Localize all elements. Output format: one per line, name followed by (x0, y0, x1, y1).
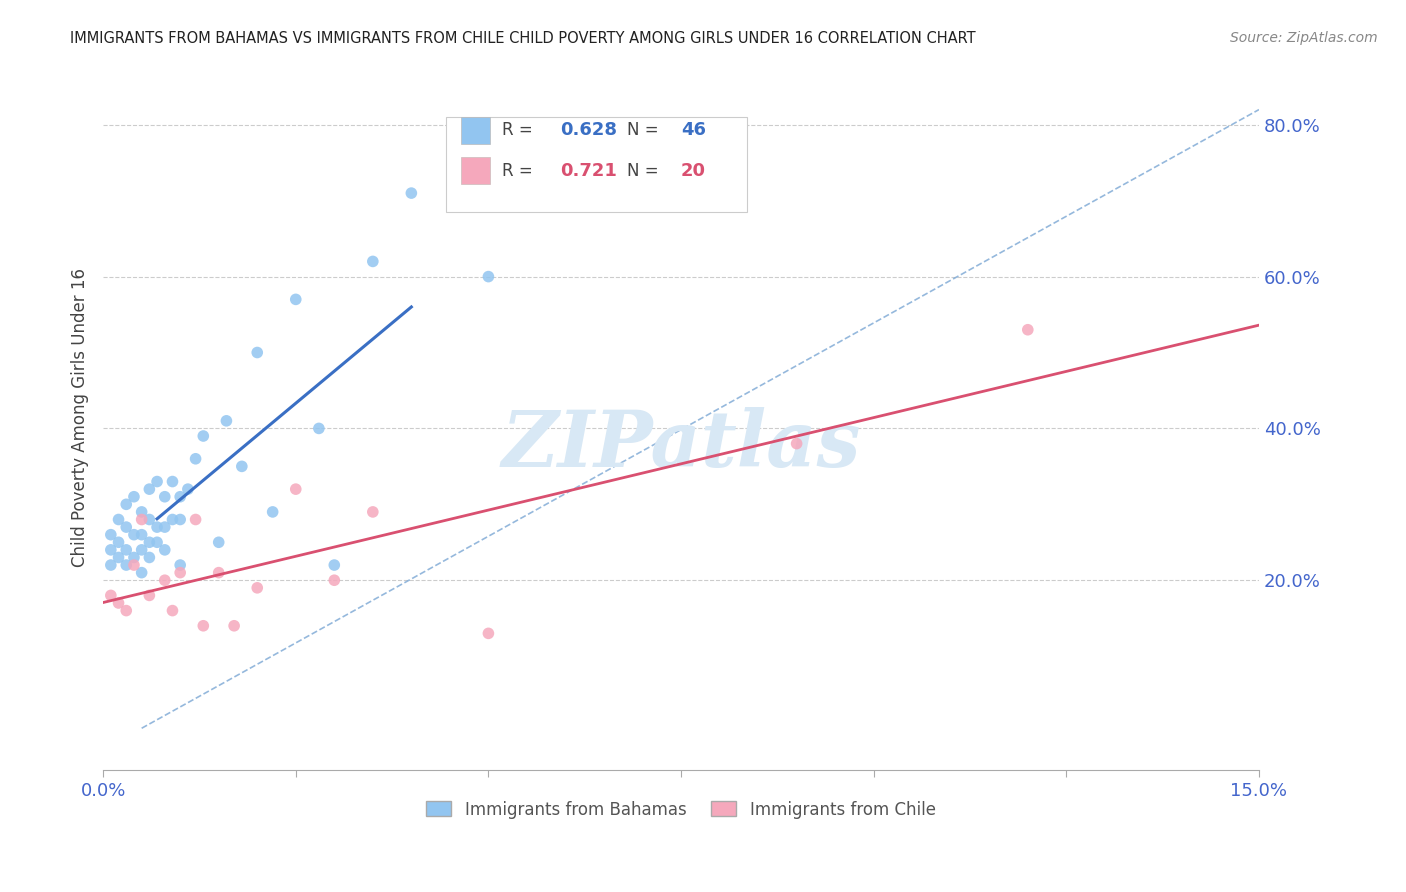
Point (169, 490, 191, 504)
Point (193, 619, 215, 633)
Text: IMMIGRANTS FROM BAHAMAS VS IMMIGRANTS FROM CHILE CHILD POVERTY AMONG GIRLS UNDER: IMMIGRANTS FROM BAHAMAS VS IMMIGRANTS FR… (70, 31, 976, 46)
Point (169, 566, 191, 580)
Point (1017, 323, 1039, 337)
Point (162, 475, 184, 489)
Point (215, 414, 238, 428)
Text: ZIPatlas: ZIPatlas (502, 407, 860, 483)
Text: 46: 46 (681, 121, 706, 139)
Point (131, 542, 153, 557)
Point (100, 527, 122, 541)
Point (323, 573, 346, 587)
Text: 0.628: 0.628 (560, 121, 617, 139)
Text: R =: R = (502, 121, 533, 139)
Point (162, 604, 184, 618)
Point (361, 254, 384, 268)
Point (224, 619, 246, 633)
Point (131, 527, 153, 541)
Point (401, 186, 423, 200)
Point (153, 490, 176, 504)
Point (100, 542, 122, 557)
Text: R =: R = (502, 161, 533, 179)
Text: 20: 20 (681, 161, 706, 179)
Bar (461, 117, 491, 144)
Point (138, 550, 160, 565)
Point (107, 596, 129, 610)
Point (177, 482, 200, 496)
Point (208, 566, 231, 580)
Point (115, 604, 138, 618)
Point (284, 482, 307, 496)
Point (284, 293, 307, 307)
Point (100, 589, 122, 603)
Point (122, 490, 145, 504)
Point (162, 512, 184, 526)
Text: Source: ZipAtlas.com: Source: ZipAtlas.com (1230, 31, 1378, 45)
Point (193, 429, 215, 443)
Point (122, 550, 145, 565)
Point (122, 527, 145, 541)
Point (122, 558, 145, 572)
Point (138, 589, 160, 603)
Point (146, 535, 169, 549)
Point (115, 558, 138, 572)
Point (146, 520, 169, 534)
Point (115, 520, 138, 534)
Point (131, 566, 153, 580)
Point (246, 345, 269, 359)
Point (231, 459, 253, 474)
Point (169, 558, 191, 572)
Point (131, 505, 153, 519)
Point (153, 520, 176, 534)
Point (146, 475, 169, 489)
Y-axis label: Child Poverty Among Girls Under 16: Child Poverty Among Girls Under 16 (72, 268, 89, 566)
Point (246, 581, 269, 595)
Point (138, 535, 160, 549)
Point (115, 542, 138, 557)
Point (153, 573, 176, 587)
Point (107, 535, 129, 549)
Point (208, 535, 231, 549)
Point (138, 482, 160, 496)
FancyBboxPatch shape (447, 117, 747, 212)
Point (786, 436, 808, 450)
Point (477, 269, 499, 284)
Text: N =: N = (627, 161, 658, 179)
Point (100, 558, 122, 572)
Point (169, 512, 191, 526)
Point (131, 512, 153, 526)
Point (184, 451, 207, 466)
Point (184, 512, 207, 526)
Point (115, 497, 138, 511)
Text: N =: N = (627, 121, 658, 139)
Point (323, 558, 346, 572)
Legend: Immigrants from Bahamas, Immigrants from Chile: Immigrants from Bahamas, Immigrants from… (419, 794, 942, 825)
Point (361, 505, 384, 519)
Text: 0.721: 0.721 (560, 161, 617, 179)
Point (107, 550, 129, 565)
Point (308, 421, 330, 435)
Point (477, 626, 499, 640)
Point (153, 542, 176, 557)
Point (107, 512, 129, 526)
Bar (461, 157, 491, 184)
Point (262, 505, 284, 519)
Point (138, 512, 160, 526)
